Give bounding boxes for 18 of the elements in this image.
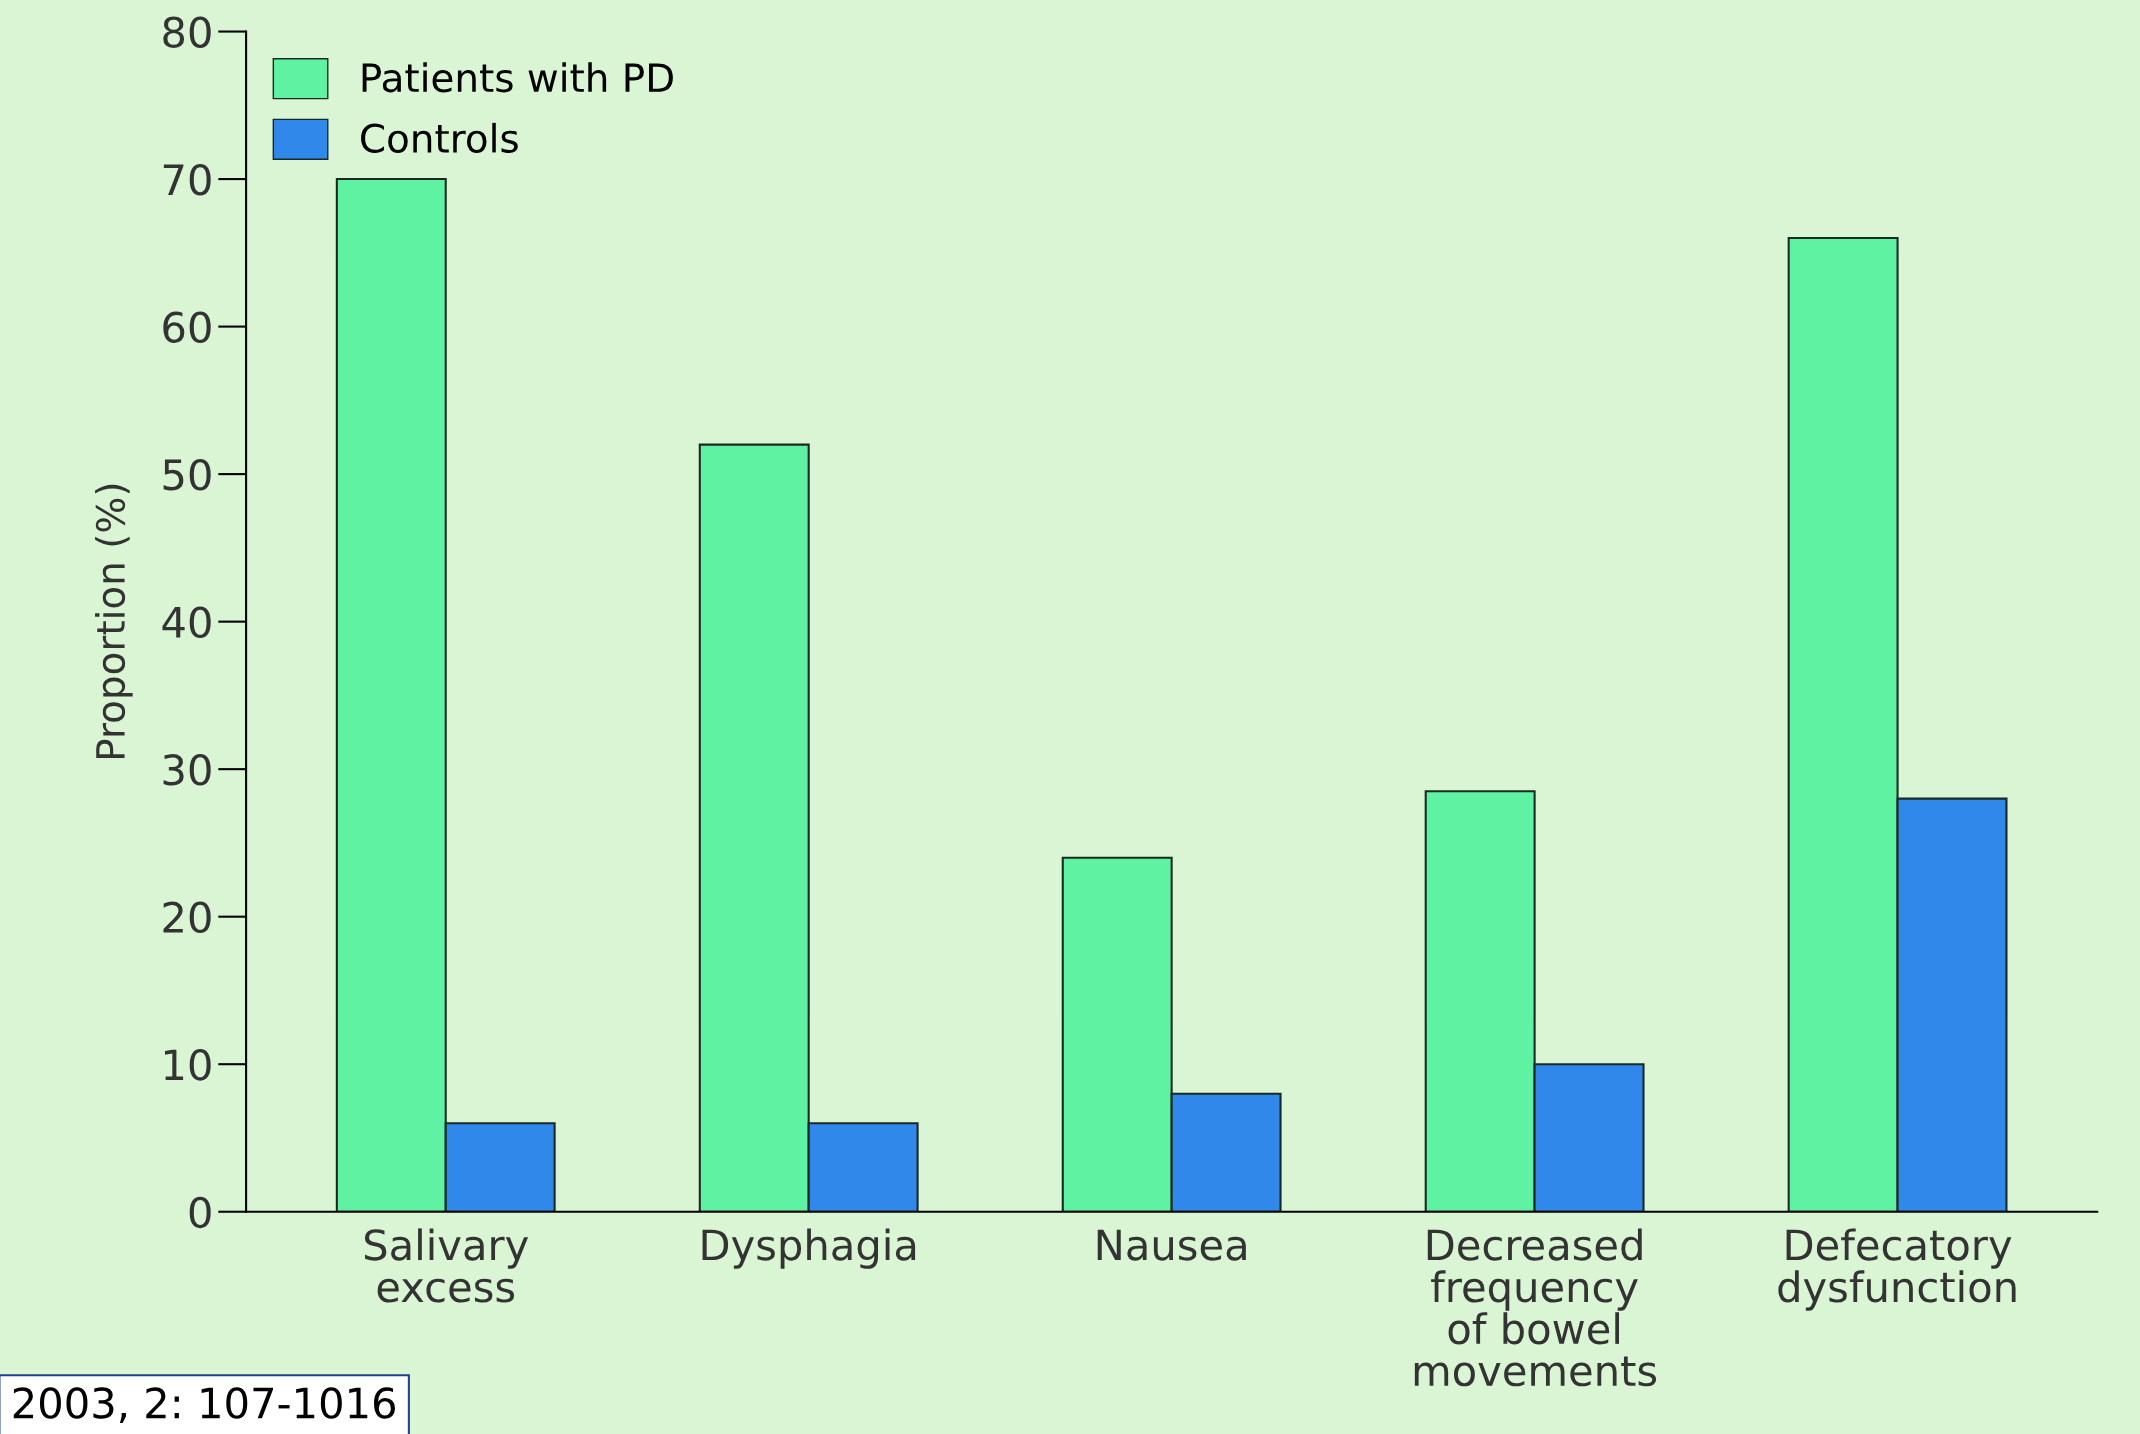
legend-label: Patients with PD [362,62,673,93]
legend-label: Controls [361,122,518,153]
x-tick-label: Decreased frequency of bowel movements [1414,1228,1657,1387]
y-tick-label: 0 [189,1196,211,1229]
y-tick-label: 80 [163,16,211,48]
x-tick-label: Nausea [1097,1229,1246,1261]
y-tick-label: 20 [163,901,211,934]
y-tick-label: 40 [162,606,211,639]
y-tick-label: 30 [163,754,211,786]
x-tick-label: Defecatory dysfunction [1778,1228,2016,1311]
y-tick-label: 60 [163,311,211,344]
y-tick-label: 50 [163,459,211,491]
y-axis-title: Proportion (%) [95,484,133,758]
text: 2003, 2: 107-1016 [13,1387,395,1424]
y-tick-label: 70 [163,163,211,196]
x-tick-label: Dysphagia [702,1228,916,1269]
y-tick-label: 10 [165,1049,211,1081]
x-tick-label: Salivary excess [364,1228,529,1303]
